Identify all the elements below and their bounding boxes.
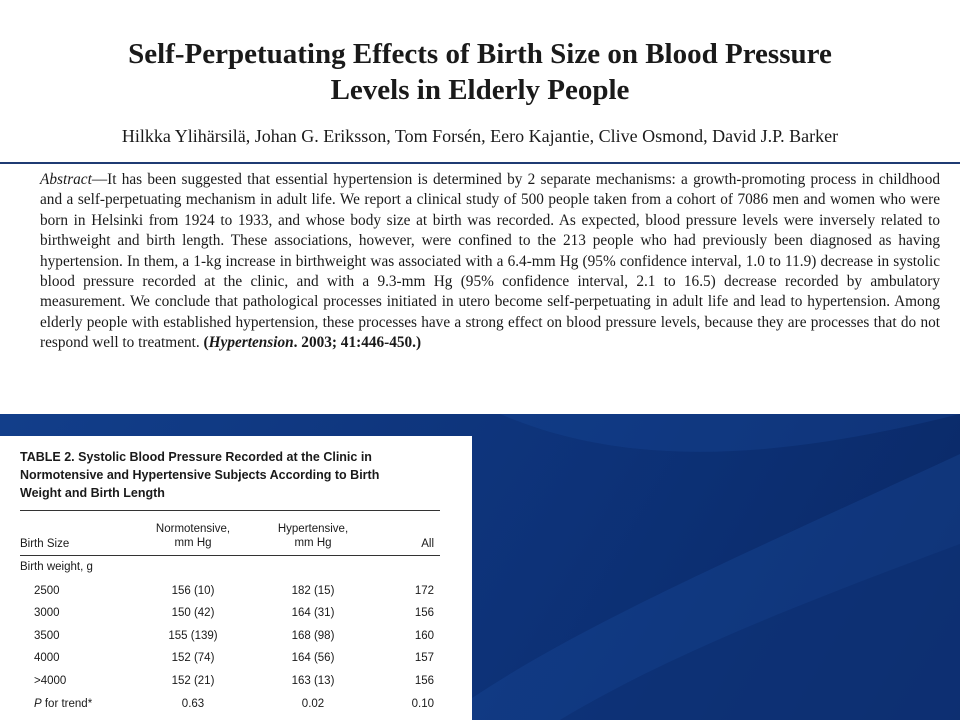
header-divider — [0, 162, 960, 164]
header-all: All — [421, 538, 434, 550]
row-normotensive: 156 (10) — [171, 585, 215, 597]
row-hypertensive: 164 (31) — [291, 607, 335, 619]
abstract-paragraph: Abstract—It has been suggested that esse… — [40, 170, 940, 354]
row-birth-size: 2500 — [34, 585, 60, 597]
header-hypertensive-line-2: mm Hg — [294, 537, 332, 549]
table-header-rule — [20, 555, 440, 556]
abstract-label: Abstract — [40, 171, 92, 188]
decorative-wave — [440, 414, 960, 720]
row-trend-rest: for trend* — [41, 698, 93, 710]
row-birth-size: >4000 — [34, 675, 67, 687]
row-normotensive: 152 (21) — [171, 675, 215, 687]
header-normotensive-line-2: mm Hg — [174, 537, 212, 549]
header-normotensive-line-1: Normotensive, — [155, 523, 231, 535]
group-label-birth-weight: Birth weight, g — [20, 561, 93, 573]
row-trend-hypertensive: 0.02 — [301, 698, 325, 710]
row-all: 156 — [414, 675, 434, 687]
title-line-2: Levels in Elderly People — [330, 74, 630, 106]
abstract-dash: — — [91, 171, 108, 188]
citation-journal: Hypertension — [208, 334, 294, 352]
table-caption: TABLE 2. Systolic Blood Pressure Recorde… — [20, 448, 440, 502]
row-hypertensive: 164 (56) — [291, 652, 335, 664]
row-birth-size: 4000 — [34, 652, 60, 664]
row-all: 156 — [414, 607, 434, 619]
table-caption-line-3: Weight and Birth Length — [20, 486, 165, 500]
row-trend-normotensive: 0.63 — [181, 698, 205, 710]
row-all: 160 — [414, 630, 434, 642]
author-list: Hilkka Ylihärsilä, Johan G. Eriksson, To… — [121, 126, 839, 146]
table-top-rule — [20, 510, 440, 511]
row-trend-all: 0.10 — [411, 698, 434, 710]
row-birth-size: 3500 — [34, 630, 60, 642]
table-2-card: TABLE 2. Systolic Blood Pressure Recorde… — [0, 436, 472, 720]
row-birth-size: 3000 — [34, 607, 60, 619]
header-birth-size: Birth Size — [20, 538, 70, 550]
row-trend-p: P — [34, 698, 42, 710]
row-all: 157 — [414, 652, 434, 664]
abstract-text: It has been suggested that essential hyp… — [40, 171, 940, 352]
citation: (Hypertension. 2003; 41:446-450.) — [204, 334, 422, 351]
header-normotensive: Normotensive, mm Hg — [138, 522, 248, 550]
row-normotensive: 150 (42) — [171, 607, 215, 619]
table-caption-line-2: Normotensive and Hypertensive Subjects A… — [20, 468, 380, 482]
header-hypertensive-line-1: Hypertensive, — [277, 523, 349, 535]
row-hypertensive: 182 (15) — [291, 585, 335, 597]
paper-title: Self-Perpetuating Effects of Birth Size … — [40, 36, 920, 108]
citation-open: ( — [203, 334, 209, 352]
row-hypertensive: 168 (98) — [291, 630, 335, 642]
row-trend-label: P for trend* — [34, 697, 92, 711]
row-normotensive: 155 (139) — [168, 630, 218, 642]
row-all: 172 — [414, 585, 434, 597]
table-caption-line-1: TABLE 2. Systolic Blood Pressure Recorde… — [20, 450, 372, 464]
citation-rest: . 2003; 41:446-450.) — [293, 334, 422, 352]
row-hypertensive: 163 (13) — [291, 675, 335, 687]
title-line-1: Self-Perpetuating Effects of Birth Size … — [128, 38, 832, 70]
header-hypertensive: Hypertensive, mm Hg — [258, 522, 368, 550]
row-normotensive: 152 (74) — [171, 652, 215, 664]
